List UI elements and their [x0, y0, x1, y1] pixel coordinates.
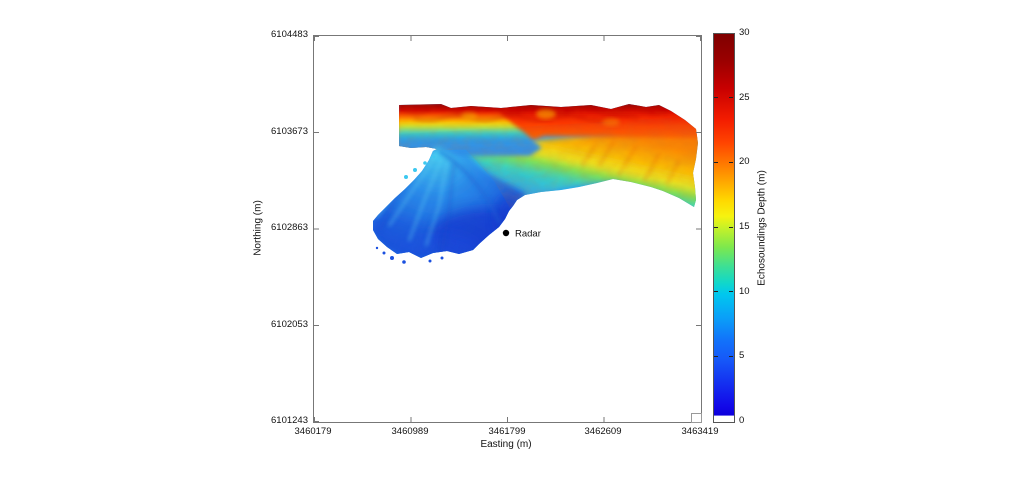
colorbar-tick-label: 5: [739, 350, 745, 361]
y-axis-tick-label: 6103673: [271, 126, 308, 137]
colorbar: [713, 33, 735, 423]
colorbar-tick-mark: [729, 356, 733, 357]
radar-dot: [502, 229, 510, 237]
colorbar-tick-label: 10: [739, 286, 750, 297]
colorbar-tick-mark: [729, 227, 733, 228]
bathymetry-surface: [373, 104, 698, 258]
colorbar-tick-mark: [714, 227, 718, 228]
colorbar-tick-mark: [714, 162, 718, 163]
x-axis-tick-label: 3460179: [294, 426, 332, 437]
y-axis-tick-label: 6102053: [271, 319, 308, 330]
x-axis-tick-label: 3462609: [584, 426, 622, 437]
x-axis-tick-label: 3460989: [391, 426, 429, 437]
colorbar-tick-label: 15: [739, 221, 750, 232]
y-axis-tick-label: 6101243: [271, 415, 308, 426]
colorbar-title: Echosoundings Depth (m): [756, 170, 768, 286]
plot-corner-box: [691, 413, 702, 423]
colorbar-tick-label: 0: [739, 415, 745, 426]
y-axis-tick-label: 6104483: [271, 29, 308, 40]
plot-area: Radar: [313, 35, 702, 423]
survey-islets: [375, 155, 444, 264]
colorbar-tick-mark: [729, 291, 733, 292]
x-axis-tick-label: 3461799: [488, 426, 526, 437]
y-axis-tick-label: 6102863: [271, 222, 308, 233]
colorbar-tick-label: 20: [739, 156, 750, 167]
x-axis-tick-label: 3463419: [681, 426, 719, 437]
axis-tick-marks: [314, 36, 701, 422]
x-axis-title: Easting (m): [480, 439, 532, 450]
colorbar-tick-mark: [714, 356, 718, 357]
colorbar-tick-mark: [714, 291, 718, 292]
colorbar-tick-mark: [729, 97, 733, 98]
radar-marker: Radar: [502, 229, 541, 240]
colorbar-tick-label: 25: [739, 92, 750, 103]
bathymetry-map: Radar: [314, 36, 701, 422]
y-axis-title: Northing (m): [252, 200, 264, 256]
colorbar-tick-label: 30: [739, 27, 750, 38]
colorbar-tick-mark: [729, 162, 733, 163]
colorbar-tick-mark: [714, 97, 718, 98]
radar-label: Radar: [515, 229, 541, 240]
